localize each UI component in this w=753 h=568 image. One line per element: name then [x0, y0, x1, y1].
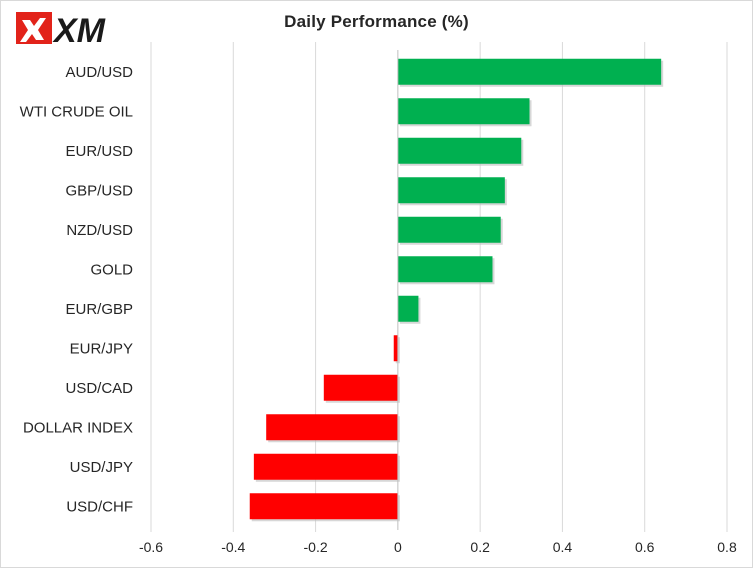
bar	[397, 98, 530, 125]
category-label: EUR/GBP	[65, 301, 133, 318]
bar	[393, 335, 398, 362]
category-label: DOLLAR INDEX	[23, 419, 133, 436]
bar	[249, 493, 398, 520]
bar	[397, 137, 522, 164]
bar	[397, 58, 662, 85]
category-label: USD/CAD	[65, 380, 133, 397]
bar	[323, 374, 398, 401]
x-tick-label: 0.4	[553, 539, 573, 555]
bar	[397, 256, 493, 283]
bar	[266, 414, 398, 441]
bar	[397, 177, 505, 204]
x-tick-label: 0.2	[470, 539, 490, 555]
category-label: GOLD	[90, 261, 133, 278]
category-label: GBP/USD	[65, 182, 133, 199]
category-label: EUR/JPY	[70, 340, 133, 357]
x-tick-label: 0.8	[717, 539, 737, 555]
category-label: AUD/USD	[65, 64, 133, 81]
bar	[397, 216, 501, 243]
category-label: EUR/USD	[65, 143, 133, 160]
category-label: WTI CRUDE OIL	[20, 103, 133, 120]
x-tick-label: -0.6	[139, 539, 163, 555]
xm-logo: XM	[16, 12, 106, 48]
category-label: NZD/USD	[66, 222, 133, 239]
x-tick-label: 0	[394, 539, 402, 555]
bar	[253, 453, 398, 480]
logo-text: XM	[52, 12, 106, 48]
category-label: USD/CHF	[66, 498, 133, 515]
x-tick-label: 0.6	[635, 539, 655, 555]
bar	[397, 295, 419, 322]
x-tick-label: -0.4	[221, 539, 245, 555]
x-tick-label: -0.2	[304, 539, 328, 555]
chart-title: Daily Performance (%)	[284, 12, 469, 31]
category-label: USD/JPY	[70, 459, 133, 476]
